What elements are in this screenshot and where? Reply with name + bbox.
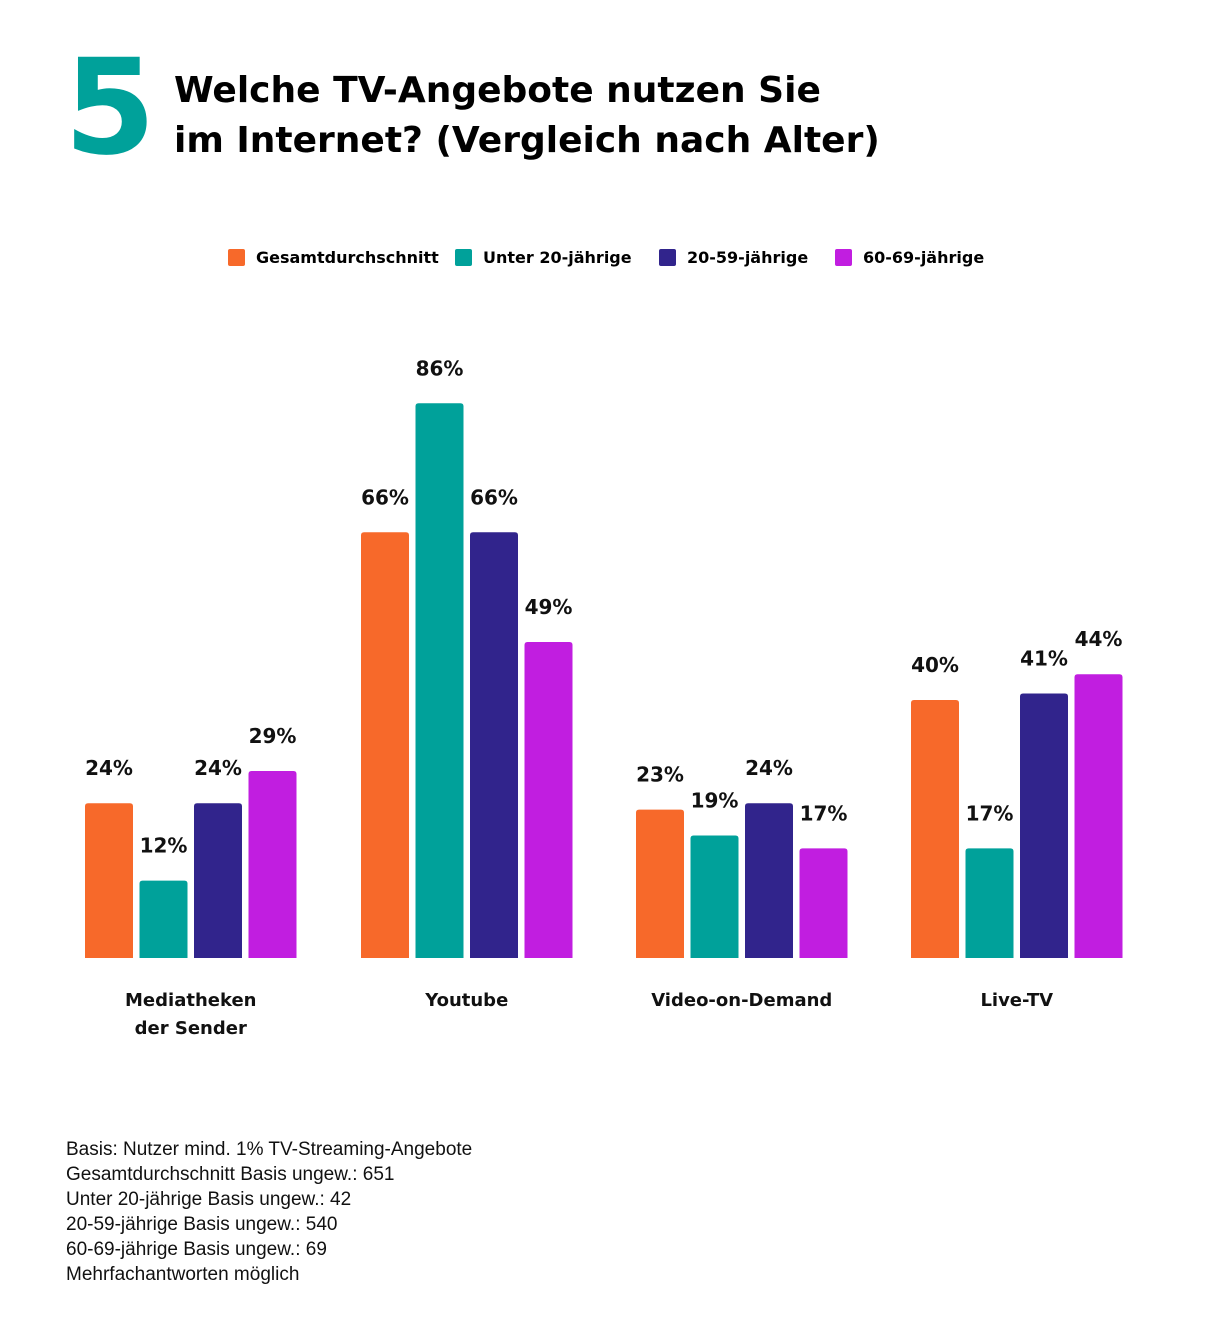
data-label: 24% bbox=[194, 756, 242, 780]
footnote-line: Mehrfachantworten möglich bbox=[66, 1264, 300, 1285]
data-label: 29% bbox=[249, 724, 297, 748]
chart-title-line-2: im Internet? (Vergleich nach Alter) bbox=[174, 120, 880, 161]
legend-label: 20-59-jährige bbox=[687, 248, 809, 267]
legend-item-20-59: 20-59-jährige bbox=[659, 248, 808, 267]
bar-2-1 bbox=[690, 835, 739, 958]
bar-3-0 bbox=[911, 700, 959, 958]
bar-0-0 bbox=[85, 803, 133, 958]
category-label: Video-on-Demand bbox=[651, 990, 832, 1011]
chart-title: Welche TV-Angebote nutzen Sie im Interne… bbox=[174, 66, 880, 166]
data-label: 49% bbox=[525, 595, 573, 619]
data-label: 66% bbox=[361, 485, 409, 509]
data-label: 66% bbox=[470, 485, 518, 509]
legend-swatch bbox=[835, 249, 852, 266]
data-label: 41% bbox=[1020, 647, 1068, 671]
category-label: der Sender bbox=[135, 1018, 247, 1039]
data-label: 86% bbox=[416, 356, 464, 380]
chart-title-line-1: Welche TV-Angebote nutzen Sie bbox=[174, 70, 821, 111]
bar-2-3 bbox=[799, 848, 848, 958]
footnote-line: Basis: Nutzer mind. 1% TV-Streaming-Ange… bbox=[66, 1139, 473, 1160]
category-label: Live-TV bbox=[980, 990, 1053, 1011]
footnote-line: 20-59-jährige Basis ungew.: 540 bbox=[66, 1214, 338, 1235]
footnote-line: Gesamtdurchschnitt Basis ungew.: 651 bbox=[66, 1164, 395, 1185]
legend-item-gesamtdurchschnitt: Gesamtdurchschnitt bbox=[228, 248, 439, 267]
legend-label: Unter 20-jährige bbox=[483, 248, 632, 267]
bar-3-3 bbox=[1074, 674, 1123, 958]
category-label: Youtube bbox=[424, 990, 508, 1011]
data-label: 23% bbox=[636, 763, 684, 787]
data-label: 44% bbox=[1075, 627, 1123, 651]
data-label: 19% bbox=[691, 788, 739, 812]
bar-0-3 bbox=[248, 770, 297, 958]
bar-1-1 bbox=[415, 403, 464, 958]
data-label: 17% bbox=[800, 801, 848, 825]
legend-label: Gesamtdurchschnitt bbox=[256, 248, 439, 267]
bar-1-2 bbox=[470, 532, 518, 958]
legend-swatch bbox=[659, 249, 676, 266]
bar-0-2 bbox=[194, 803, 242, 958]
legend-label: 60-69-jährige bbox=[863, 248, 985, 267]
chart-footnotes: Basis: Nutzer mind. 1% TV-Streaming-Ange… bbox=[66, 1137, 472, 1287]
data-label: 24% bbox=[85, 756, 133, 780]
chart-number: 5 bbox=[64, 31, 156, 185]
legend-swatch bbox=[455, 249, 472, 266]
data-label: 24% bbox=[745, 756, 793, 780]
bar-3-2 bbox=[1020, 693, 1068, 958]
footnote-line: Unter 20-jährige Basis ungew.: 42 bbox=[66, 1189, 352, 1210]
bar-0-1 bbox=[139, 880, 188, 958]
bar-chart: 24% 12% 24% 29% Mediatheken der Sender 66% 86% 6… bbox=[85, 356, 1123, 1039]
bar-1-0 bbox=[361, 532, 409, 958]
data-label: 12% bbox=[140, 834, 188, 858]
bar-3-1 bbox=[965, 848, 1014, 958]
legend-swatch bbox=[228, 249, 245, 266]
legend-item-unter-20: Unter 20-jährige bbox=[455, 248, 632, 267]
legend-item-60-69: 60-69-jährige bbox=[835, 248, 984, 267]
footnote-line: 60-69-jährige Basis ungew.: 69 bbox=[66, 1239, 327, 1260]
data-label: 40% bbox=[911, 653, 959, 677]
bar-2-2 bbox=[745, 803, 793, 958]
category-label: Mediatheken bbox=[125, 990, 256, 1011]
bar-1-3 bbox=[524, 641, 573, 958]
bar-2-0 bbox=[636, 809, 684, 958]
data-label: 17% bbox=[966, 801, 1014, 825]
